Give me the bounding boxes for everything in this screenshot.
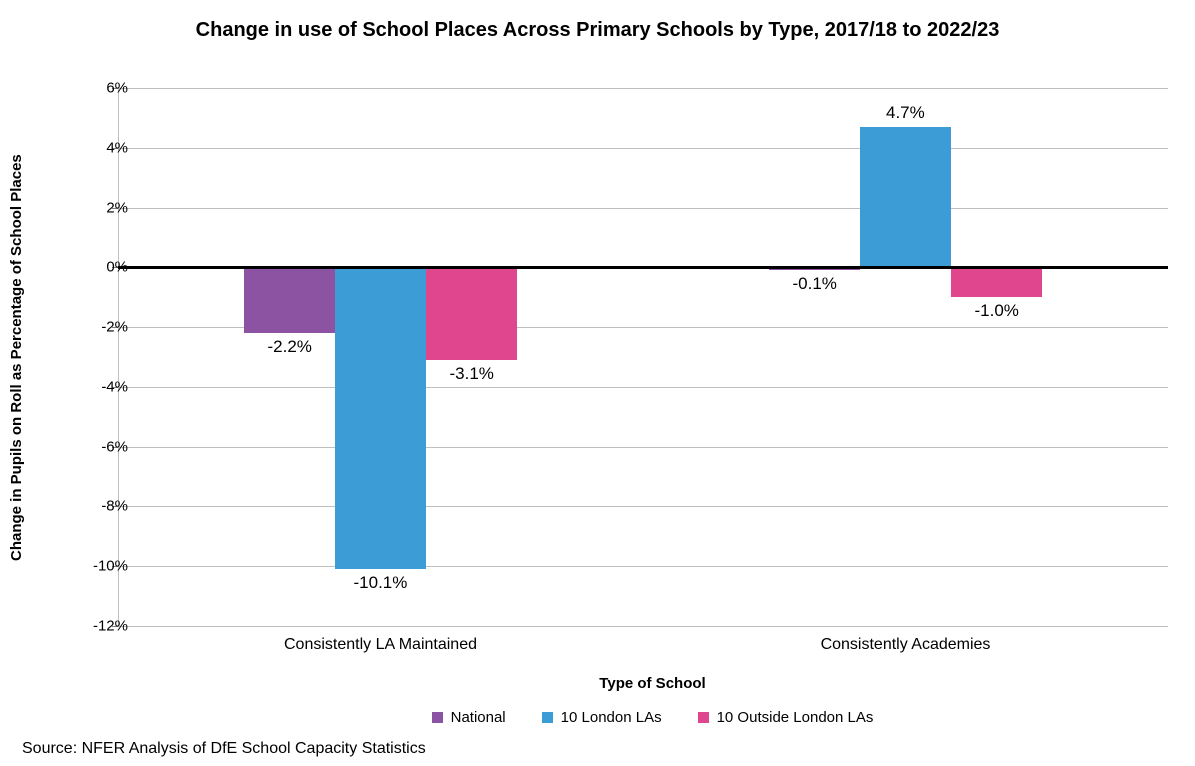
ytick-label: -4% [68, 378, 128, 395]
gridline [118, 88, 1168, 89]
gridline [118, 506, 1168, 507]
ytick-label: -6% [68, 438, 128, 455]
plot-area: 6%4%2%0%-2%-4%-6%-8%-10%-12%-2.2%-10.1%-… [118, 88, 1168, 626]
gridline [118, 566, 1168, 567]
bar-value-label: -10.1% [354, 573, 408, 593]
ytick-label: -8% [68, 498, 128, 515]
legend-swatch [542, 712, 553, 723]
zero-line [118, 266, 1168, 269]
gridline [118, 387, 1168, 388]
bar [426, 267, 517, 360]
legend-item: National [432, 709, 506, 726]
bar [951, 267, 1042, 297]
y-axis-label: Change in Pupils on Roll as Percentage o… [8, 154, 25, 561]
source-text: Source: NFER Analysis of DfE School Capa… [22, 740, 426, 758]
gridline [118, 447, 1168, 448]
bar [860, 127, 951, 267]
ytick-label: 6% [68, 80, 128, 97]
ytick-label: -2% [68, 319, 128, 336]
ytick-label: -12% [68, 618, 128, 635]
legend-item: 10 Outside London LAs [698, 709, 874, 726]
bar [335, 267, 426, 569]
legend: National 10 London LAs 10 Outside London L… [0, 709, 1195, 726]
category-label: Consistently LA Maintained [118, 636, 643, 654]
chart-container: Change in use of School Places Across Pr… [0, 0, 1195, 766]
gridline [118, 208, 1168, 209]
ytick-label: 4% [68, 139, 128, 156]
x-axis-label: Type of School [0, 675, 1195, 692]
chart-title: Change in use of School Places Across Pr… [0, 18, 1195, 43]
bar [244, 267, 335, 333]
legend-label: National [451, 709, 506, 726]
ytick-label: 2% [68, 199, 128, 216]
gridline [118, 148, 1168, 149]
legend-item: 10 London LAs [542, 709, 662, 726]
gridline [118, 626, 1168, 627]
bar-value-label: -0.1% [793, 274, 837, 294]
bar-value-label: -2.2% [268, 337, 312, 357]
legend-swatch [698, 712, 709, 723]
legend-label: 10 London LAs [561, 709, 662, 726]
ytick-label: -10% [68, 558, 128, 575]
legend-label: 10 Outside London LAs [717, 709, 874, 726]
bar-value-label: -1.0% [975, 301, 1019, 321]
bar-value-label: 4.7% [886, 103, 925, 123]
y-axis-line [118, 88, 119, 626]
bar-value-label: -3.1% [450, 364, 494, 384]
legend-swatch [432, 712, 443, 723]
category-label: Consistently Academies [643, 636, 1168, 654]
